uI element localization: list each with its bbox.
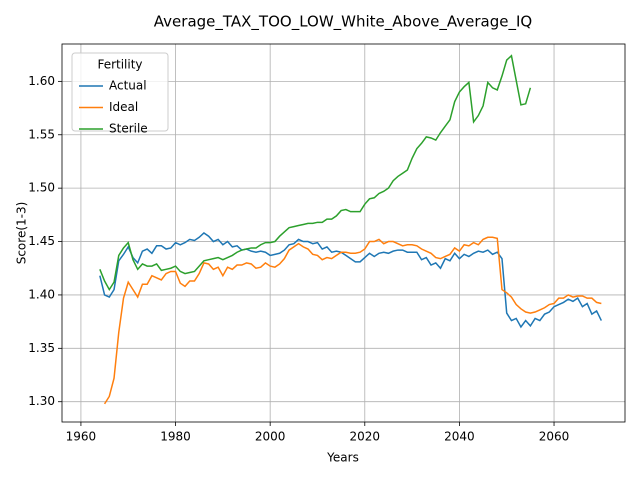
line-series [99,54,532,292]
line-series [103,236,602,405]
y-tick-label: 1.55 [28,127,55,141]
x-axis-label: Years [326,451,359,465]
y-tick-label: 1.35 [28,341,55,355]
line-series [99,232,603,329]
x-tick-label: 2020 [350,430,381,444]
x-tick-label: 1960 [66,430,97,444]
chart-title: Average_TAX_TOO_LOW_White_Above_Average_… [154,13,532,32]
x-tick-label: 2000 [255,430,286,444]
y-tick-label: 1.60 [28,74,55,88]
y-tick-label: 1.45 [28,234,55,248]
legend-title: Fertility [97,58,142,72]
y-tick-label: 1.30 [28,394,55,408]
plot-frame [61,43,626,423]
y-tick-label: 1.40 [28,287,55,301]
legend-label: Sterile [109,122,148,136]
x-tick-label: 2040 [444,430,475,444]
x-tick-label: 1980 [160,430,191,444]
legend-label: Actual [109,79,147,93]
legend-label: Ideal [109,100,138,114]
x-tick-label: 2060 [539,430,570,444]
y-tick-label: 1.50 [28,181,55,195]
legend-box [71,52,169,132]
y-axis-label: Score(1-3) [15,202,29,265]
